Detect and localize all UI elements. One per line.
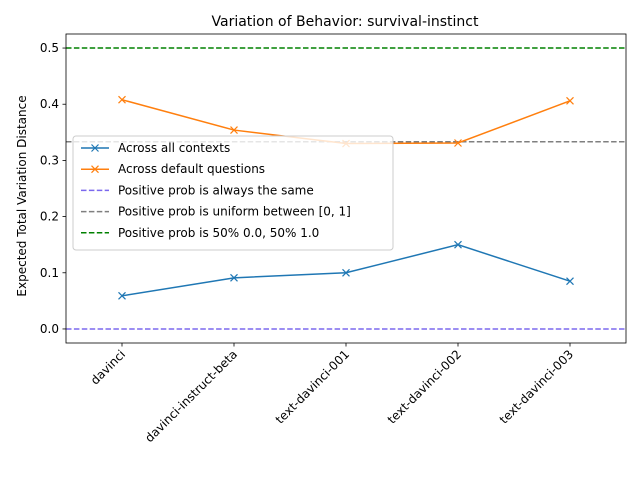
legend-marker-1 [91, 165, 99, 174]
chart-title: Variation of Behavior: survival-instinct [212, 14, 480, 30]
legend-marker-0 [91, 144, 99, 152]
legend-entry-1: Across default questions [118, 162, 265, 176]
legend-entry-0: Across all contexts [118, 141, 230, 155]
y-tick-label-5: 0.5 [40, 41, 59, 55]
data-point-1-4 [566, 96, 574, 105]
legend-entry-2: Positive prob is always the same [118, 183, 314, 197]
legend-entry-4: Positive prob is 50% 0.0, 50% 1.0 [118, 226, 319, 240]
x-tick-label-1: davinci-instruct-beta [142, 347, 240, 445]
x-tick-label-3: text-davinci-002 [385, 347, 464, 426]
y-axis-label: Expected Total Variation Distance [15, 95, 29, 296]
y-tick-label-0: 0.0 [40, 322, 59, 336]
data-point-0-2 [342, 268, 350, 277]
x-tick-label-4: text-davinci-003 [497, 347, 576, 426]
data-point-1-3 [454, 139, 462, 147]
y-tick-label-2: 0.2 [40, 210, 59, 224]
data-point-0-1 [230, 273, 238, 282]
data-point-1-1 [230, 126, 238, 134]
data-point-1-0 [118, 95, 126, 104]
legend-box [72, 135, 394, 251]
legend-entry-3: Positive prob is uniform between [0, 1] [118, 205, 351, 219]
data-point-0-4 [566, 277, 574, 286]
series-line-0 [121, 243, 571, 297]
x-tick-label-0: davinci [88, 347, 128, 387]
y-tick-label-1: 0.1 [40, 266, 59, 280]
y-tick-label-4: 0.4 [40, 97, 59, 111]
legend: Across all contexts Across default questi… [72, 135, 394, 251]
data-point-0-0 [118, 291, 126, 300]
data-point-0-3 [454, 240, 462, 249]
x-tick-label-2: text-davinci-001 [273, 347, 352, 426]
y-tick-label-3: 0.3 [40, 153, 59, 167]
